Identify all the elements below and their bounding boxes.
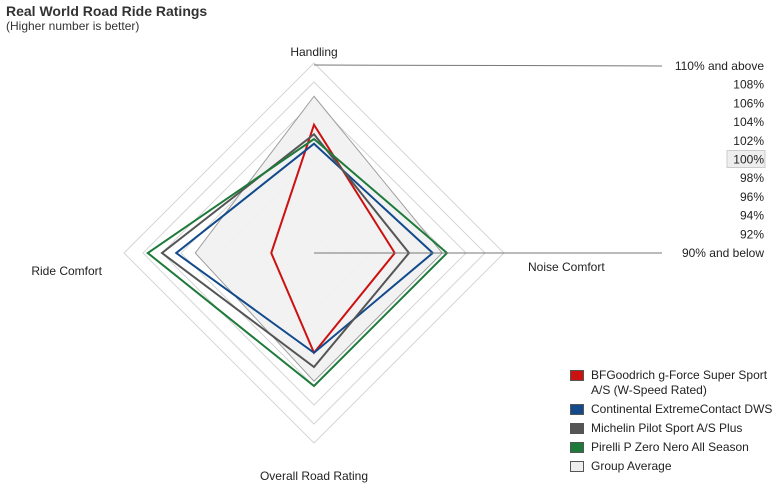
series-line [160, 132, 411, 369]
scale-tick-label: 104% [733, 115, 764, 129]
scale-tick-label: 90% and below [682, 246, 764, 260]
legend-item[interactable]: Michelin Pilot Sport A/S Plus [570, 421, 775, 436]
scale-tick-label: 108% [733, 78, 764, 92]
legend-swatch [570, 461, 584, 472]
legend-swatch [570, 370, 584, 381]
scale-tick-label: 92% [740, 227, 764, 241]
scale-tick-label: 110% and above [675, 59, 765, 73]
axis-label: Handling [290, 45, 337, 59]
scale-tick-label: 98% [740, 171, 764, 185]
chart-title: Real World Road Ride Ratings [6, 3, 208, 19]
legend-label: Michelin Pilot Sport A/S Plus [591, 421, 743, 435]
scale-tick-label: 106% [733, 96, 764, 110]
legend-label: Continental ExtremeContact DWS [591, 402, 773, 416]
legend: BFGoodrich g-Force Super Sport A/S (W-Sp… [570, 368, 775, 478]
axis-label: Ride Comfort [31, 264, 102, 278]
axis-label: Noise Comfort [528, 260, 605, 274]
scale-tick-label: 94% [740, 209, 764, 223]
legend-label: Pirelli P Zero Nero All Season [591, 440, 749, 454]
legend-item[interactable]: Group Average [570, 459, 775, 474]
scale-tick-label: 100% [733, 153, 764, 167]
scale-tick-label: 96% [740, 190, 764, 204]
series-line [174, 142, 435, 355]
scale-label-highlight [726, 150, 766, 168]
legend-item[interactable]: Continental ExtremeContact DWS [570, 402, 775, 417]
grid-ring [123, 62, 505, 444]
legend-swatch [570, 442, 584, 453]
legend-swatch [570, 404, 584, 415]
grid-ring [142, 81, 486, 425]
legend-item[interactable]: Pirelli P Zero Nero All Season [570, 440, 775, 455]
legend-label: Group Average [591, 459, 672, 473]
scale-connector-top [313, 64, 663, 67]
series-line [146, 137, 449, 388]
series-area-group-average [194, 95, 443, 382]
legend-label: BFGoodrich g-Force Super Sport A/S (W-Sp… [591, 368, 768, 397]
scale-tick-label: 102% [733, 134, 764, 148]
chart-subtitle: (Higher number is better) [6, 19, 140, 33]
legend-swatch [570, 423, 584, 434]
grid-ring [161, 100, 467, 406]
axis-label: Overall Road Rating [260, 469, 368, 483]
legend-item[interactable]: BFGoodrich g-Force Super Sport A/S (W-Sp… [570, 368, 775, 398]
